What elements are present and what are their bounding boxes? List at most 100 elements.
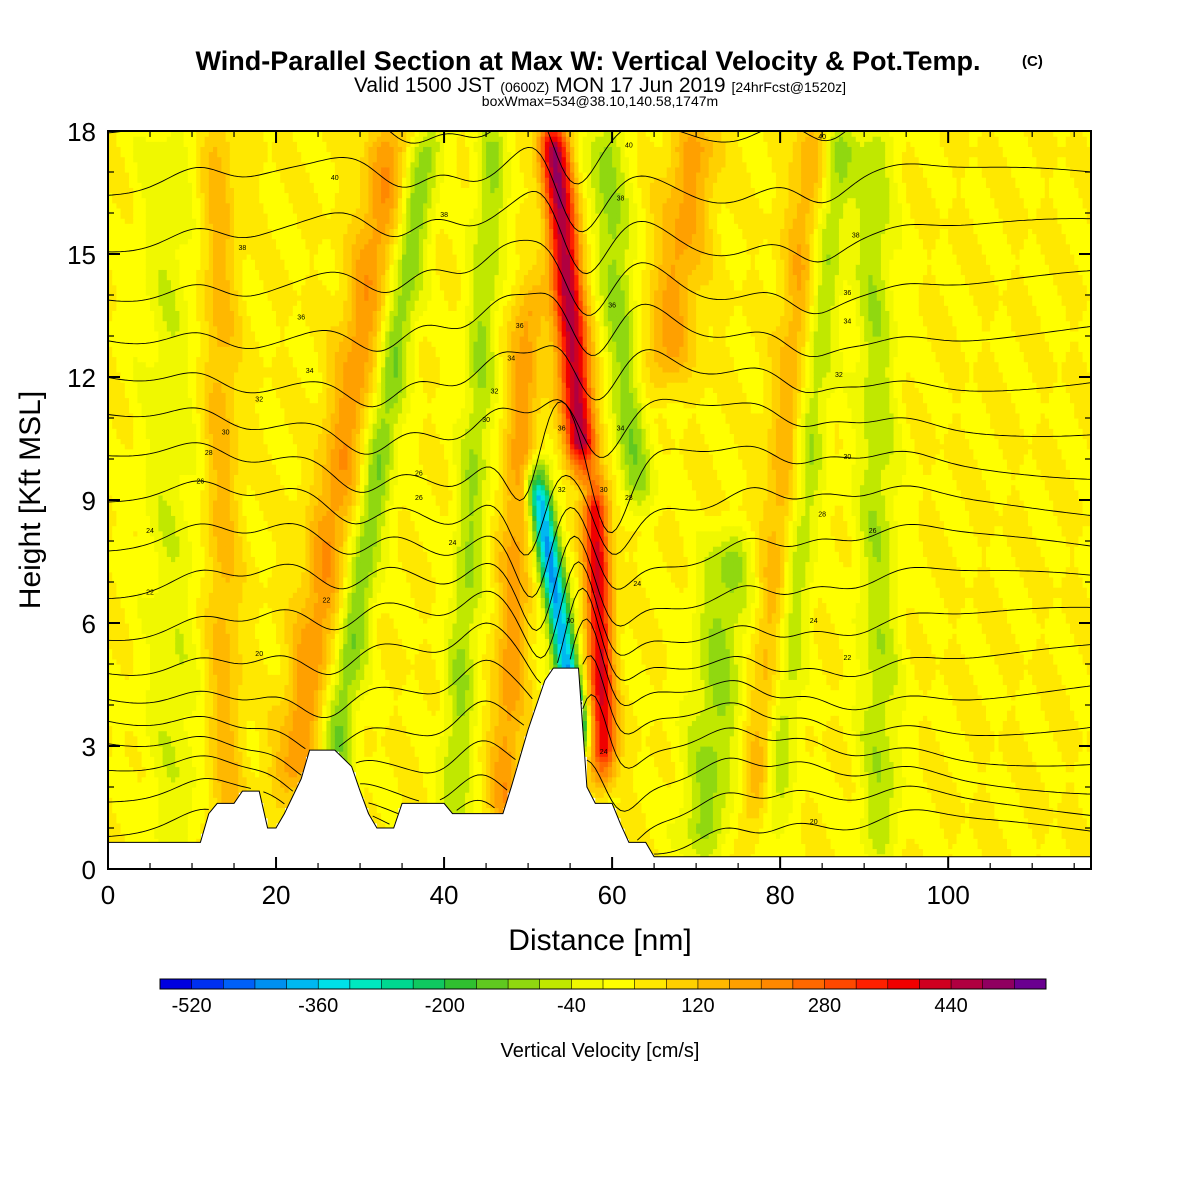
subtitle-zulu: (0600Z)	[500, 79, 549, 95]
contour-label: 30	[482, 417, 490, 424]
y-tick-label: 12	[67, 363, 96, 393]
contour-label: 34	[617, 425, 625, 432]
colorbar-swatch	[634, 979, 667, 989]
colorbar-tick-label: -200	[425, 995, 465, 1017]
contour-label: 28	[625, 495, 633, 502]
contour-label: 38	[852, 233, 860, 240]
colorbar-swatch	[508, 979, 541, 989]
contour-label: 34	[306, 368, 314, 375]
colorbar-tick-label: 120	[681, 995, 714, 1017]
contour-label: 28	[818, 511, 826, 518]
contour-label: 26	[415, 470, 423, 477]
contour-label: 22	[323, 598, 331, 605]
contour-label: 30	[566, 618, 574, 625]
colorbar-swatch	[254, 979, 287, 989]
x-tick-label: 40	[430, 880, 459, 910]
colorbar-swatch	[697, 979, 730, 989]
colorbar-swatch	[729, 979, 762, 989]
x-tick-label: 0	[101, 880, 115, 910]
chart-subtitle-2: boxWmax=534@38.10,140.58,1747m	[482, 93, 718, 109]
x-axis-label: Distance [nm]	[508, 924, 691, 957]
y-tick-label: 15	[67, 240, 96, 270]
velocity-field	[108, 131, 1091, 860]
contour-label: 24	[146, 528, 154, 535]
colorbar-label: Vertical Velocity [cm/s]	[501, 1040, 700, 1062]
contour-label: 38	[440, 212, 448, 219]
colorbar-swatch	[381, 979, 414, 989]
contour-label: 32	[491, 388, 499, 395]
colorbar-swatch	[982, 979, 1015, 989]
colorbar-tick-label: 440	[934, 995, 967, 1017]
contour-label: 36	[844, 290, 852, 297]
y-tick-label: 9	[82, 486, 96, 516]
contour-label: 24	[600, 749, 608, 756]
contour-label: 38	[617, 196, 625, 203]
colorbar-swatch	[792, 979, 825, 989]
contour-label: 32	[255, 397, 263, 404]
contour-label: 24	[633, 581, 641, 588]
subtitle-prefix: Valid 1500 JST	[354, 74, 495, 97]
x-tick-label: 20	[262, 880, 291, 910]
colorbar-tick-label: -40	[557, 995, 586, 1017]
x-axis: 0 20 40 60 80 100	[101, 131, 1075, 910]
contour-label: 32	[835, 372, 843, 379]
contour-label: 30	[600, 487, 608, 494]
contour-label: 26	[415, 495, 423, 502]
chart-title: Wind-Parallel Section at Max W: Vertical…	[196, 46, 981, 76]
colorbar-swatch	[539, 979, 572, 989]
colorbar-swatch	[444, 979, 477, 989]
chart-subtitle: Valid 1500 JST (0600Z) MON 17 Jun 2019 […	[354, 74, 846, 97]
contour-label: 20	[810, 819, 818, 826]
colorbar-swatch	[318, 979, 351, 989]
contour-label: 30	[844, 454, 852, 461]
contour-label: 28	[205, 450, 213, 457]
terrain-profile	[108, 667, 1091, 869]
x-tick-label: 60	[598, 880, 627, 910]
contour-label: 30	[222, 429, 230, 436]
contour-label: 40	[818, 134, 826, 141]
colorbar-swatch	[856, 979, 889, 989]
subtitle-main: MON 17 Jun 2019	[555, 74, 725, 97]
colorbar-swatch	[761, 979, 794, 989]
y-tick-label: 3	[82, 732, 96, 762]
contour-label: 20	[255, 651, 263, 658]
contour-label: 24	[449, 540, 457, 547]
contour-label: 34	[844, 319, 852, 326]
contour-label: 36	[608, 302, 616, 309]
contour-label: 36	[516, 323, 524, 330]
contour-label: 36	[558, 425, 566, 432]
contour-label: 36	[297, 315, 305, 322]
subtitle-forecast: [24hrFcst@1520z]	[731, 79, 846, 95]
y-axis-label: Height [Kft MSL]	[14, 391, 47, 609]
contour-label: 40	[331, 175, 339, 182]
colorbar-swatch	[824, 979, 857, 989]
theta-contours	[108, 131, 1091, 855]
contour-label: 22	[146, 589, 154, 596]
colorbar-swatch	[666, 979, 699, 989]
colorbar-swatch	[286, 979, 319, 989]
x-tick-label: 100	[926, 880, 969, 910]
colorbar-swatch	[1014, 979, 1047, 989]
terrain	[108, 667, 1091, 869]
colorbar-tick-label: -520	[172, 995, 212, 1017]
colorbar-swatch	[160, 979, 193, 989]
contour-label: 34	[507, 356, 515, 363]
colorbar-swatch	[571, 979, 604, 989]
contour-label: 26	[869, 528, 877, 535]
contour-label: 26	[197, 479, 205, 486]
colorbar-swatch	[223, 979, 256, 989]
x-tick-label: 80	[766, 880, 795, 910]
colorbar-swatch	[603, 979, 636, 989]
colorbar-swatch	[951, 979, 984, 989]
y-tick-label: 0	[82, 855, 96, 885]
contour-label: 38	[239, 245, 247, 252]
colorbar-swatch	[349, 979, 382, 989]
title-mark: (C)	[1022, 53, 1043, 70]
y-tick-label: 6	[82, 609, 96, 639]
contour-label: 32	[558, 487, 566, 494]
colorbar-tick-label: -360	[298, 995, 338, 1017]
colorbar-swatch	[476, 979, 509, 989]
colorbar-swatch	[919, 979, 952, 989]
